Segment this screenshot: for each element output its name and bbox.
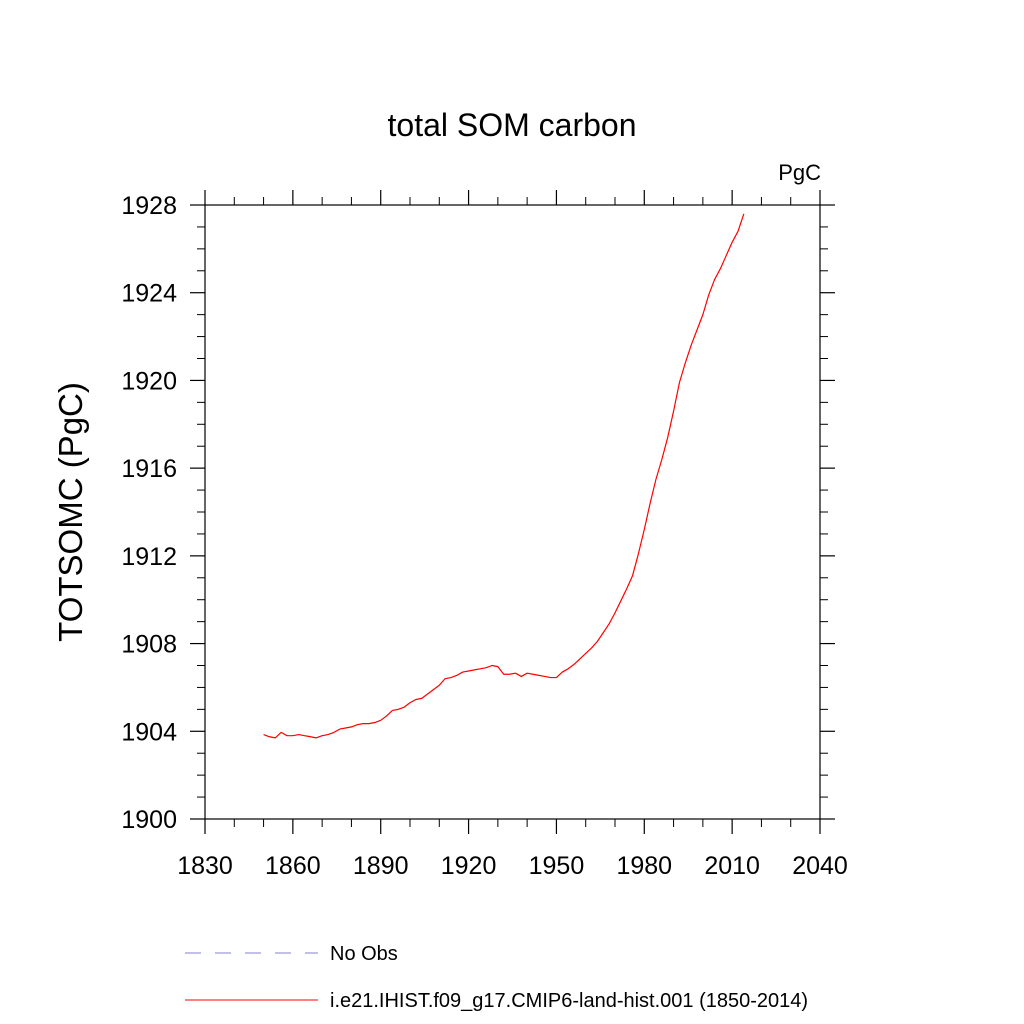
x-tick-label-1: 1860 (265, 852, 321, 880)
y-tick-label-1: 1904 (121, 718, 177, 746)
legend: No Obs i.e21.IHIST.f09_g17.CMIP6-land-hi… (185, 943, 808, 1012)
x-tick-label-6: 2010 (704, 852, 760, 880)
y-tick-label-3: 1912 (121, 543, 177, 571)
legend-obs-label: No Obs (330, 943, 398, 965)
units-label: PgC (778, 160, 821, 185)
legend-model-label: i.e21.IHIST.f09_g17.CMIP6-land-hist.001 … (330, 990, 808, 1012)
y-tick-label-5: 1920 (121, 367, 177, 395)
axis-tick-labels: 1830 1860 1890 1920 1950 1980 2010 2040 1900 1904… (121, 192, 847, 880)
y-tick-label-2: 1908 (121, 631, 177, 659)
x-tick-label-7: 2040 (792, 852, 848, 880)
plot-frame (204, 204, 821, 820)
x-tick-label-4: 1950 (529, 852, 585, 880)
x-tick-label-5: 1980 (616, 852, 672, 880)
y-tick-label-0: 1900 (121, 806, 177, 834)
plot-lines (263, 213, 745, 739)
y-tick-label-4: 1916 (121, 455, 177, 483)
y-tick-label-7: 1928 (121, 192, 177, 220)
x-tick-label-0: 1830 (177, 852, 233, 880)
chart-title: total SOM carbon (388, 107, 637, 143)
y-tick-label-6: 1924 (121, 280, 177, 308)
y-axis-label: TOTSOMC (PgC) (52, 382, 89, 642)
axis-ticks (190, 190, 835, 834)
series-line-0 (263, 213, 745, 739)
x-tick-label-3: 1920 (441, 852, 497, 880)
x-tick-label-2: 1890 (353, 852, 409, 880)
